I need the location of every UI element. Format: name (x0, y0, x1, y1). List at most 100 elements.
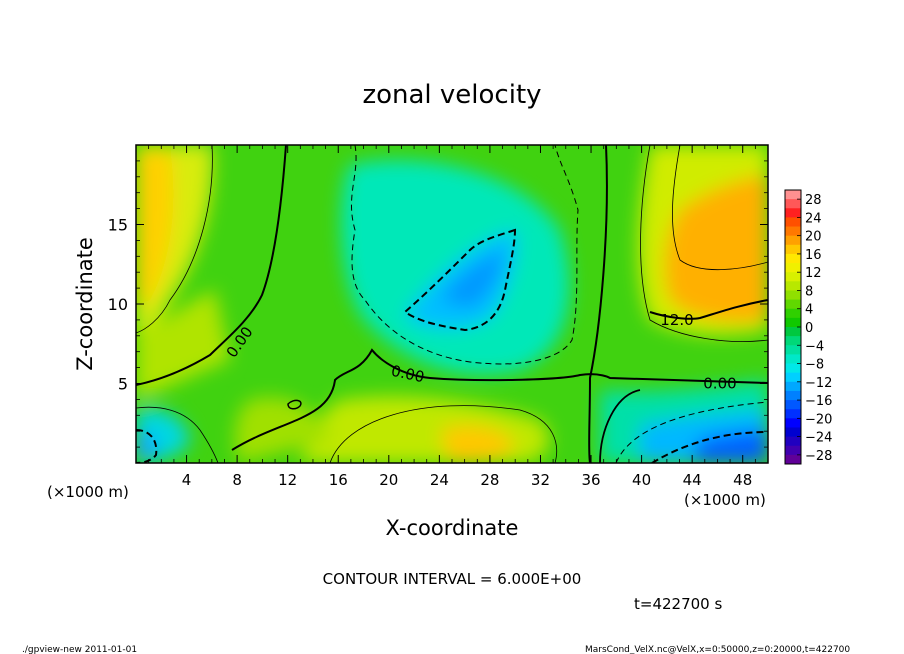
contour-thin-right-inner (672, 145, 768, 271)
contour-bottom-closed (599, 389, 641, 463)
colorbar-swatch-21 (785, 381, 801, 392)
contour-zero-middle (231, 348, 768, 451)
colorbar-swatch-29 (785, 454, 801, 465)
y-tick-label-0: 5 (118, 375, 128, 394)
colorbar-swatch-27 (785, 436, 801, 447)
contour-label-2: 0.00 (703, 375, 736, 393)
colorbar-swatch-20 (785, 372, 801, 383)
contour-label-text-2: 0.00 (703, 375, 736, 393)
field-region-right-hot (664, 175, 768, 322)
colorbar-swatch-15 (785, 327, 801, 337)
colorbar-swatch-7 (785, 253, 801, 264)
contour-negative-outer (351, 145, 579, 365)
colorbar-swatch-28 (785, 445, 801, 456)
contour-label-3: 12.0 (660, 311, 693, 329)
colorbar-swatch-17 (785, 345, 801, 355)
colorbar-swatch-12 (785, 299, 801, 310)
field-region-left-colder (136, 429, 159, 463)
colorbar-swatch-19 (785, 363, 801, 374)
x-tick-label-6: 28 (480, 471, 499, 489)
colorbar-swatch-1 (785, 199, 801, 209)
colorbar-swatch-16 (785, 336, 801, 346)
colorbar-label-7: 0 (805, 321, 813, 336)
x-tick-label-8: 36 (581, 471, 600, 489)
contour-zero-right (588, 145, 608, 463)
colorbar-swatch-9 (785, 272, 801, 282)
colorbar-swatch-25 (785, 418, 801, 428)
colorbar-label-13: −24 (805, 431, 832, 446)
colorbar-label-14: −28 (805, 449, 832, 464)
field-region-central-coldest (440, 250, 505, 308)
x-tick-label-10: 44 (683, 471, 702, 489)
contour-negative-right-bottom (615, 401, 768, 463)
x-tick-label-0: 4 (182, 471, 192, 489)
field-region-bottom-hot (440, 425, 515, 463)
x-tick-label-11: 48 (733, 471, 752, 489)
colorbar-label-11: −16 (805, 394, 832, 409)
colorbar-label-0: 28 (805, 193, 822, 208)
colorbar-label-10: −12 (805, 376, 832, 391)
colorbar-label-12: −20 (805, 412, 832, 427)
y-axis: 5 10 15 (108, 160, 768, 448)
contour-twelve-right (649, 299, 768, 320)
colorbar-label-5: 8 (805, 284, 813, 299)
colorbar-label-6: 4 (805, 303, 813, 318)
colorbar-swatch-8 (785, 263, 801, 273)
colorbar-swatch-2 (785, 208, 801, 218)
x-tick-label-2: 12 (278, 471, 297, 489)
contour-lines (136, 145, 768, 463)
x-axis-label: X-coordinate (386, 516, 519, 540)
colorbar-swatch-14 (785, 317, 801, 328)
x-tick-label-4: 20 (379, 471, 398, 489)
x-axis-unit-right: (×1000 m) (684, 491, 766, 509)
contour-label-text-3: 12.0 (660, 311, 693, 329)
contour-thin-left-low (136, 406, 219, 463)
colorbar-swatch-5 (785, 235, 801, 246)
footer-left: ./gpview-new 2011-01-01 (22, 645, 137, 654)
contour-zero-left (136, 145, 287, 386)
contour-thin-bottom (329, 405, 558, 463)
colorbar-label-3: 16 (805, 248, 822, 263)
colorbar-swatch-10 (785, 281, 801, 291)
chart-title: zonal velocity (362, 80, 541, 110)
contour-negative-central (403, 228, 517, 332)
time-label: t=422700 s (634, 595, 722, 613)
colorbar-swatch-23 (785, 400, 801, 410)
x-tick-label-3: 16 (329, 471, 348, 489)
contour-negative-right-cold (651, 431, 768, 463)
contour-interval-note: CONTOUR INTERVAL = 6.000E+00 (323, 570, 582, 588)
contour-thin-left (136, 145, 213, 334)
contour-small-loop (287, 399, 302, 410)
colorbar-swatch-22 (785, 390, 801, 401)
colorbar-swatch-6 (785, 244, 801, 255)
footer-right: MarsCond_VelX.nc@VelX,x=0:50000,z=0:2000… (585, 645, 850, 654)
colorbar-label-4: 12 (805, 266, 822, 281)
colorbar-swatch-4 (785, 226, 801, 237)
contour-negative-left-bottom (136, 429, 158, 463)
field-region-left-low (136, 290, 230, 400)
colorbar-swatch-18 (785, 354, 801, 364)
colorbar-swatch-0 (785, 190, 801, 200)
velocity-field (136, 145, 768, 463)
x-tick-label-9: 40 (632, 471, 651, 489)
x-axis-unit-left: (×1000 m) (47, 483, 129, 501)
y-tick-label-2: 15 (108, 216, 128, 235)
field-region-left-hot (136, 150, 174, 305)
field-region-right-coldest (690, 430, 768, 463)
colorbar-swatch-13 (785, 308, 801, 319)
colorbar-label-2: 20 (805, 230, 822, 245)
x-tick-label-1: 8 (232, 471, 242, 489)
x-tick-label-5: 24 (430, 471, 449, 489)
x-axis: 4 8 12 16 20 24 28 32 36 40 44 48 (148, 145, 756, 489)
x-tick-label-7: 32 (531, 471, 550, 489)
colorbar-swatch-11 (785, 290, 801, 300)
field-region-lower-warm (234, 397, 330, 463)
colorbar-label-9: −8 (805, 358, 824, 373)
colorbar: 28 24 20 16 12 8 4 0 −4 −8 −12 −16 −20 −24 −28 (784, 189, 832, 465)
colorbar-label-1: 24 (805, 211, 822, 226)
colorbar-label-8: −4 (805, 339, 824, 354)
colorbar-swatch-24 (785, 409, 801, 419)
colorbar-swatch-3 (785, 217, 801, 227)
